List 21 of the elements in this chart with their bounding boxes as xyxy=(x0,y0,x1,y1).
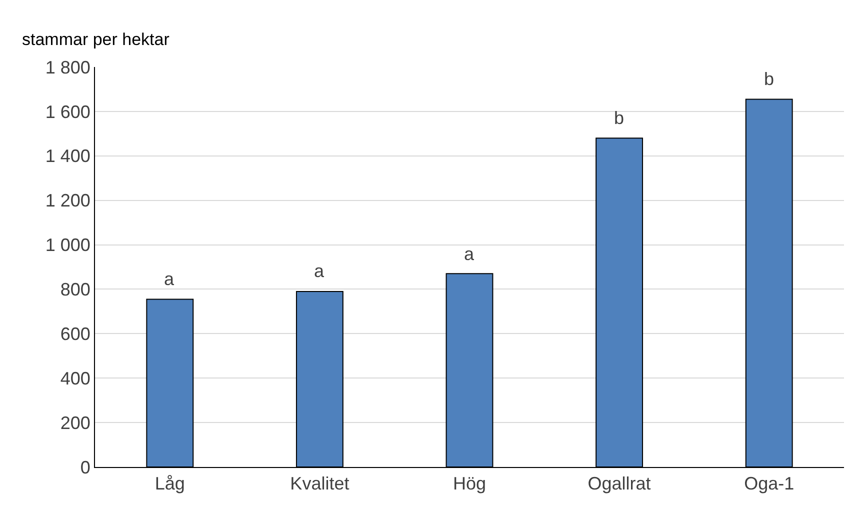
x-tick-label: Oga-1 xyxy=(744,474,794,494)
x-tick-label: Kvalitet xyxy=(290,474,350,494)
annotation: a xyxy=(164,269,175,289)
annotation: a xyxy=(464,244,475,264)
y-tick-label: 800 xyxy=(60,280,90,300)
y-tick-label: 200 xyxy=(60,412,90,433)
x-tick-label: Hög xyxy=(452,474,486,494)
y-tick-label: 600 xyxy=(60,324,90,344)
y-tick-label: 1 400 xyxy=(45,146,90,166)
y-tick-label: 1 000 xyxy=(45,235,90,256)
annotation: a xyxy=(314,261,325,281)
annotation: b xyxy=(764,69,774,89)
y-tick-label: 400 xyxy=(60,368,90,388)
y-tick-label: 1 200 xyxy=(45,190,90,211)
y-tick-label: 1 800 xyxy=(45,57,90,78)
y-axis-title: stammar per hektar xyxy=(22,30,170,49)
y-tick-label: 0 xyxy=(80,457,90,478)
y-tick-label: 1 600 xyxy=(45,102,90,122)
x-tick-label: Låg xyxy=(154,474,185,494)
x-tick-label: Ogallrat xyxy=(588,474,651,494)
annotation: b xyxy=(614,108,624,128)
